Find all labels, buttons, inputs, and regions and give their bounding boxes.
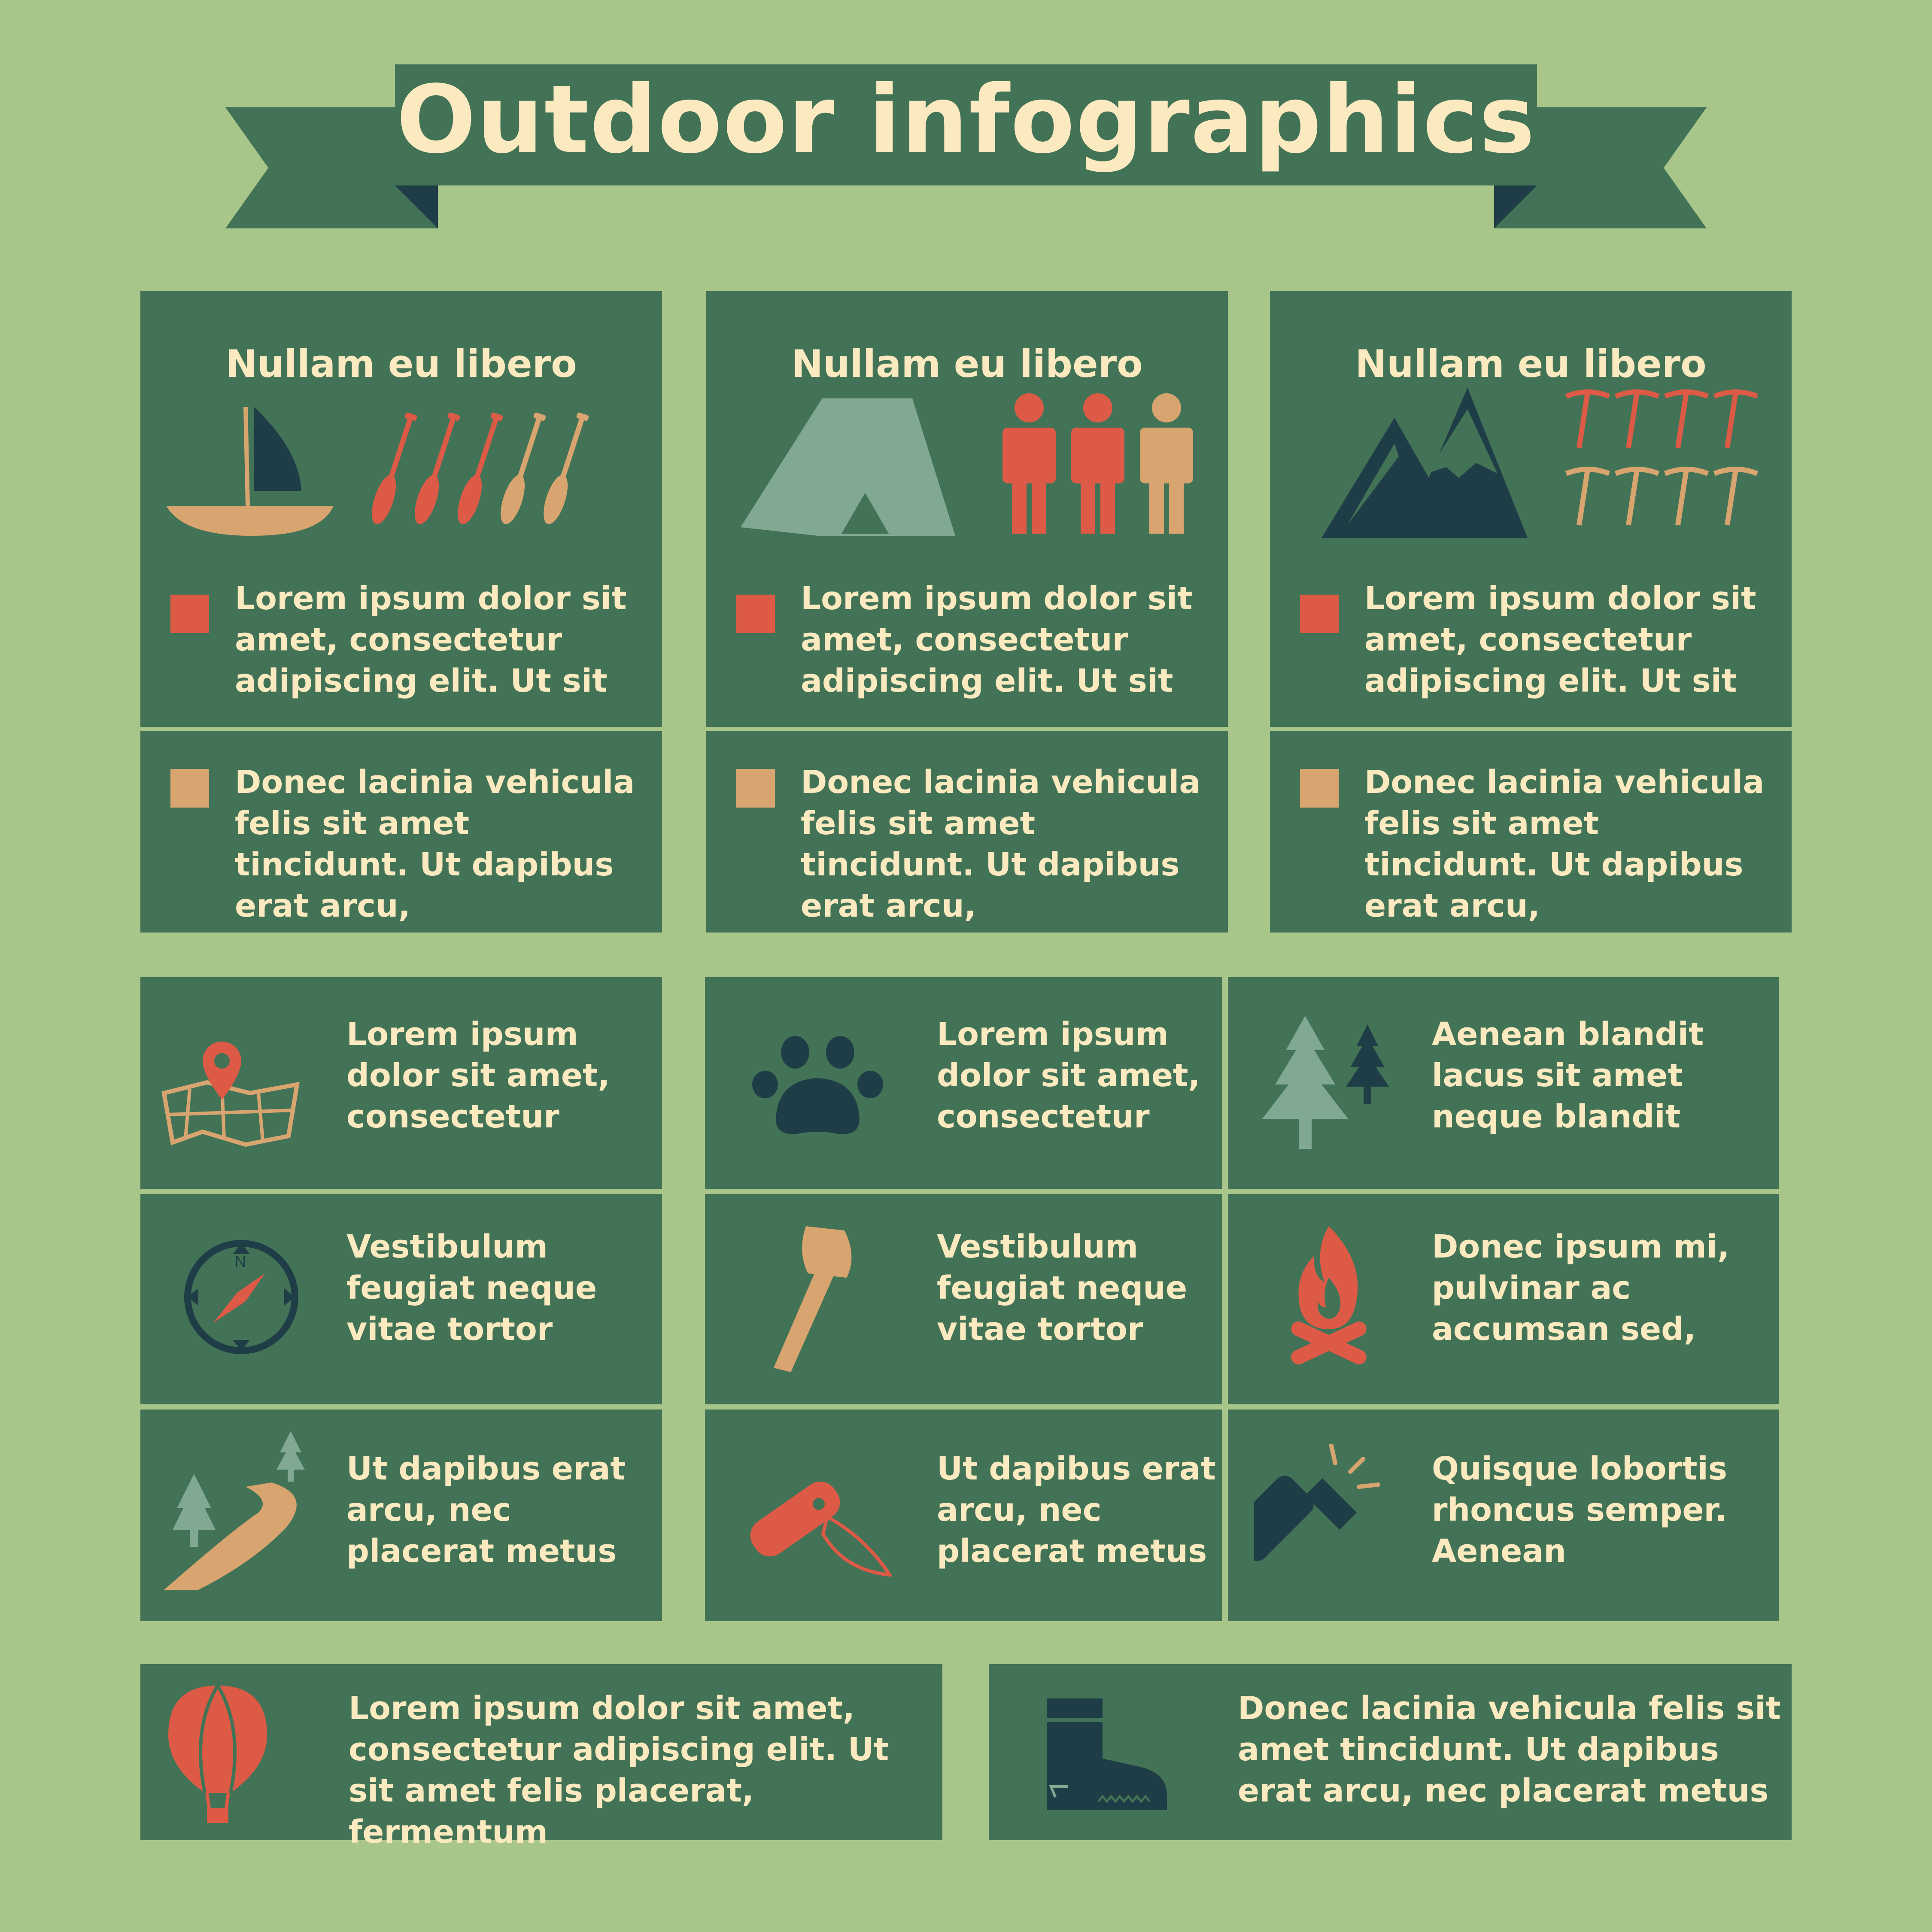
page-title: Outdoor infographics	[396, 66, 1536, 174]
bullet-red	[1300, 595, 1339, 633]
cell-text: Lorem ipsum dolor sit amet, consectetur	[937, 1016, 1200, 1135]
map-pin-icon	[161, 1042, 300, 1147]
grid-cell-axe: Vestibulum feugiat neque vitae tortor	[705, 1194, 1222, 1404]
cell-text: Ut dapibus erat arcu, nec placerat metus	[937, 1450, 1216, 1570]
card-title: Nullam eu libero	[791, 342, 1143, 386]
card-text-secondary: Donec lacinia vehicula felis sit amet ti…	[1364, 764, 1765, 924]
top-card-lower	[706, 731, 1228, 933]
pine-trees-icon	[1262, 1016, 1389, 1149]
top-card-boating: Nullam eu libero	[140, 291, 662, 935]
card-title: Nullam eu libero	[225, 342, 577, 386]
card-text-primary: Lorem ipsum dolor sit amet, consectetur …	[801, 580, 1193, 699]
ice-axe-icon	[1565, 389, 1759, 526]
title-ribbon	[225, 64, 1707, 228]
pocket-knife-icon	[750, 1481, 892, 1577]
compass-north-label: N	[235, 1253, 246, 1270]
top-card-climbing: Nullam eu libero Lorem ipsum dolor sit a…	[1270, 291, 1792, 935]
hot-air-balloon-icon	[168, 1686, 267, 1823]
top-card-lower	[1270, 731, 1792, 933]
cell-text: Donec lacinia vehicula felis sit amet ti…	[1238, 1690, 1781, 1809]
grid-cell-campfire: Donec ipsum mi, pulvinar ac accumsan sed…	[1228, 1194, 1779, 1404]
cell-text: Donec ipsum mi, pulvinar ac accumsan sed…	[1432, 1228, 1730, 1348]
trail-icon	[164, 1431, 305, 1590]
bullet-tan	[736, 769, 775, 808]
grid-cell-knife: Ut dapibus erat arcu, nec placerat metus	[705, 1410, 1222, 1621]
grid-cell-trees: Aenean blandit lacus sit amet neque blan…	[1228, 977, 1779, 1189]
grid-cell-flashlight: Quisque lobortis rhoncus semper. Aenean	[1228, 1410, 1779, 1621]
tent-icon	[741, 393, 1193, 536]
grid-cell-paw: Lorem ipsum dolor sit amet, consectetur	[705, 977, 1222, 1189]
card-text-primary: Lorem ipsum dolor sit amet, consectetur …	[235, 580, 627, 699]
cell-text: Vestibulum feugiat neque vitae tortor	[346, 1228, 597, 1348]
bullet-red	[736, 595, 775, 633]
card-text-secondary: Donec lacinia vehicula felis sit amet ti…	[235, 764, 635, 924]
cell-text: Vestibulum feugiat neque vitae tortor	[937, 1228, 1188, 1348]
grid-cell-compass: N Vestibulum feugiat neque vitae tortor	[140, 1194, 662, 1404]
person-icon	[1002, 393, 1193, 534]
paw-icon	[752, 1036, 883, 1134]
bullet-tan	[1300, 769, 1339, 808]
card-text-primary: Lorem ipsum dolor sit amet, consectetur …	[1364, 580, 1756, 699]
cell-text: Quisque lobortis rhoncus semper. Aenean	[1432, 1450, 1727, 1570]
top-card-lower	[140, 731, 662, 933]
compass-icon: N	[184, 1240, 298, 1354]
sailboat-icon	[166, 407, 589, 536]
grid-cell-map: Lorem ipsum dolor sit amet, consectetur	[140, 977, 662, 1189]
card-title: Nullam eu libero	[1355, 342, 1707, 386]
bottom-card-balloon: Lorem ipsum dolor sit amet, consectetur …	[140, 1664, 942, 1850]
grid-cell-trail: Ut dapibus erat arcu, nec placerat metus	[140, 1410, 662, 1621]
bullet-red	[170, 595, 209, 633]
cell-text: Lorem ipsum dolor sit amet, consectetur …	[349, 1690, 889, 1850]
mountain-icon	[1321, 388, 1759, 538]
campfire-icon	[1291, 1226, 1367, 1364]
top-card-camping: Nullam eu libero	[706, 291, 1228, 935]
bottom-card-boot: Donec lacinia vehicula felis sit amet ti…	[989, 1664, 1792, 1840]
cell-text: Ut dapibus erat arcu, nec placerat metus	[346, 1450, 626, 1570]
hiking-boot-icon	[1047, 1698, 1167, 1810]
paddle-icon	[372, 412, 589, 525]
cell-text: Aenean blandit lacus sit amet neque blan…	[1432, 1016, 1704, 1135]
bullet-tan	[170, 769, 209, 808]
axe-icon	[774, 1226, 852, 1372]
cell-text: Lorem ipsum dolor sit amet, consectetur	[346, 1016, 610, 1135]
flashlight-icon	[1254, 1444, 1380, 1561]
card-text-secondary: Donec lacinia vehicula felis sit amet ti…	[801, 764, 1201, 924]
